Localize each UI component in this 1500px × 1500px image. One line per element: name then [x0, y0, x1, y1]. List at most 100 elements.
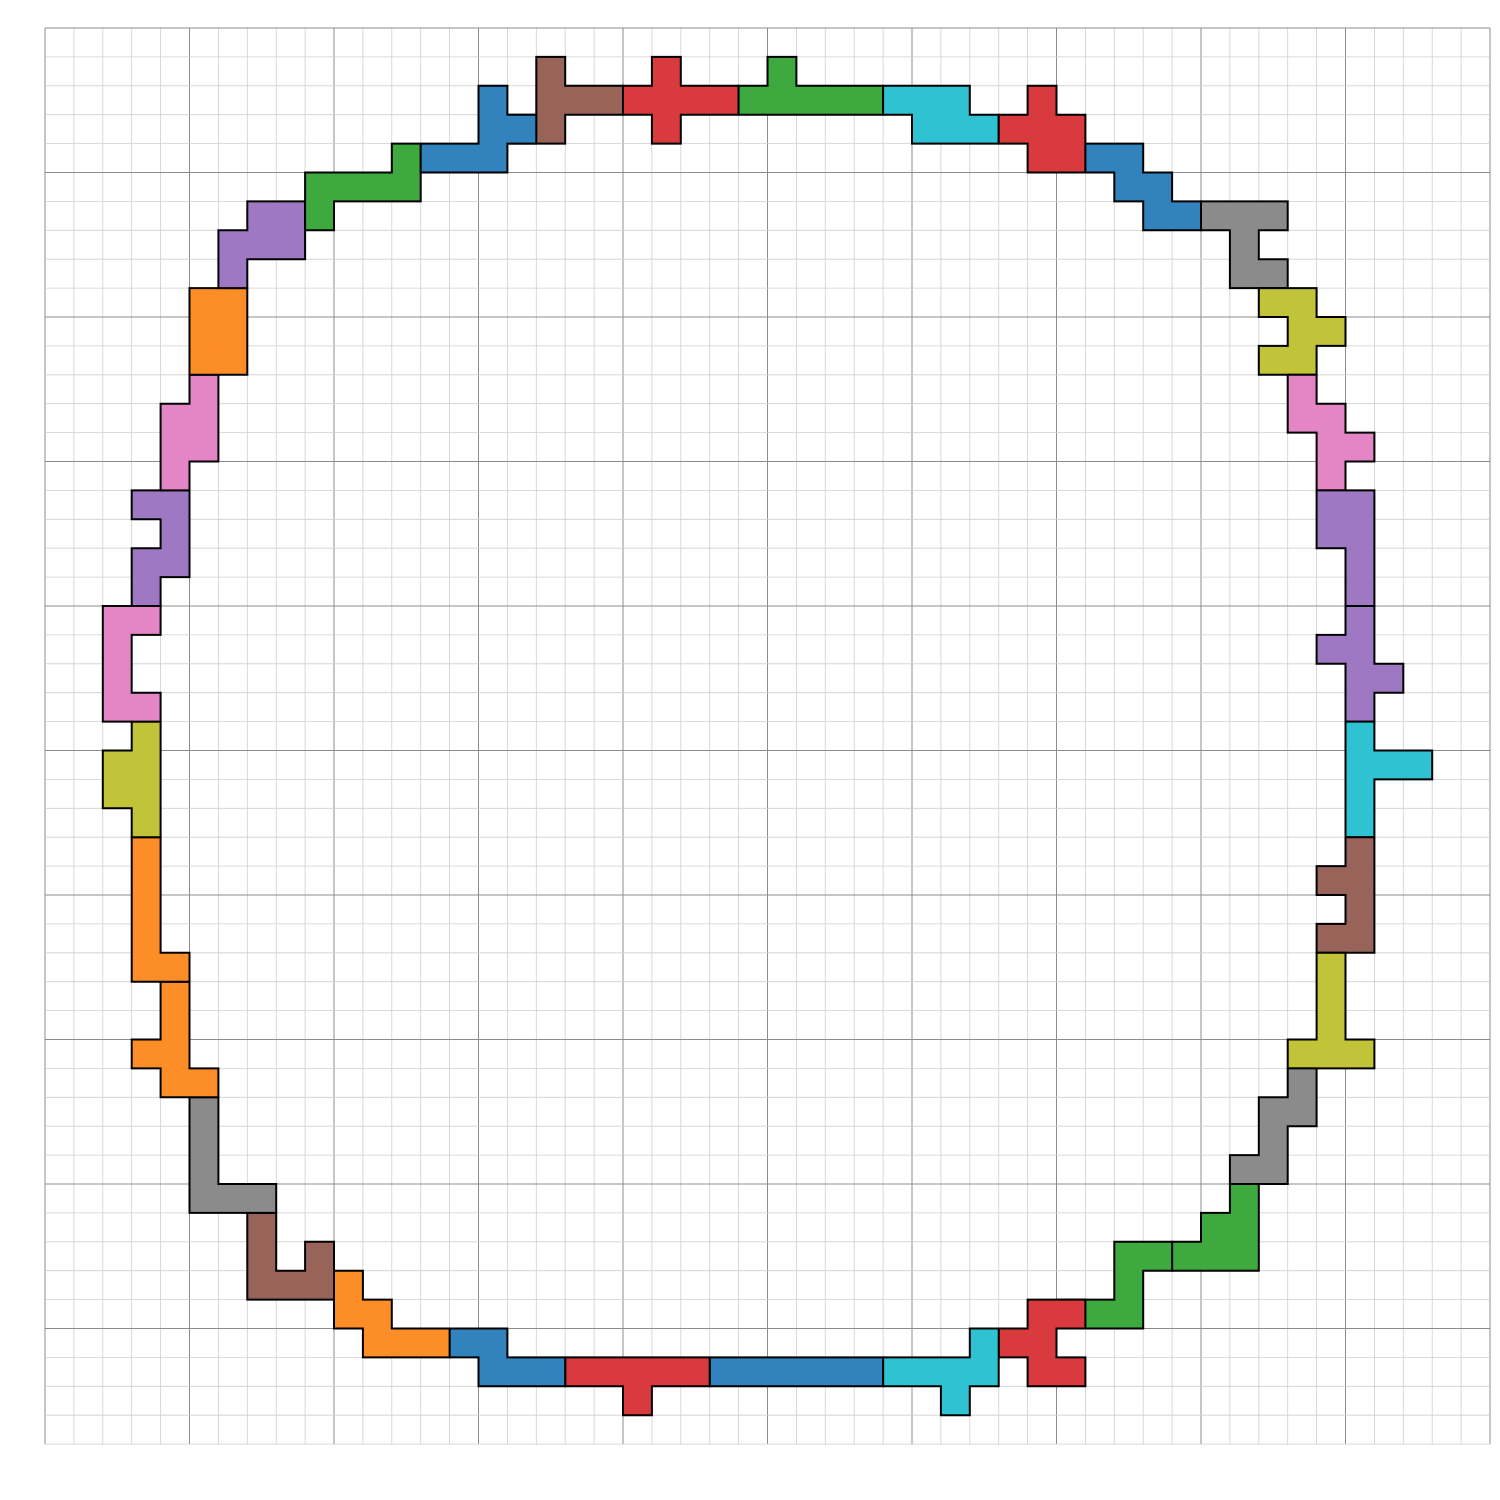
piece-cell — [247, 201, 277, 231]
piece-cell — [362, 1299, 393, 1330]
piece-cell — [565, 85, 595, 116]
piece-cell — [1056, 143, 1086, 174]
piece-cell — [218, 288, 248, 318]
piece-cell — [276, 1270, 306, 1301]
piece-cell — [1345, 779, 1375, 809]
piece-cell — [305, 172, 335, 202]
piece-cell — [536, 85, 566, 116]
piece-cell — [1172, 201, 1202, 231]
piece-cell — [218, 230, 248, 260]
piece-cell — [189, 1184, 219, 1214]
piece-cell — [998, 1328, 1029, 1358]
piece-cell — [131, 721, 162, 752]
piece-green — [1171, 1183, 1260, 1272]
piece-cell — [912, 114, 942, 145]
piece-purple — [1315, 605, 1405, 723]
piece-cell — [1056, 1357, 1086, 1387]
piece-cell — [247, 1184, 277, 1214]
piece-cell — [1316, 490, 1347, 520]
piece-cell — [1027, 85, 1058, 116]
piece-cell — [1316, 403, 1347, 434]
piece-cell — [334, 1270, 364, 1301]
piece-cell — [334, 1299, 364, 1330]
piece-cell — [680, 1357, 711, 1387]
piece-cell — [131, 952, 162, 983]
piece-cell — [189, 317, 219, 347]
piece-cell — [160, 548, 191, 578]
piece-cell — [1085, 143, 1115, 174]
piece-gray — [1200, 200, 1289, 290]
piece-cell — [1345, 606, 1375, 636]
piece-cell — [218, 317, 248, 347]
piece-cell — [189, 1155, 219, 1185]
piece-cell — [796, 1357, 826, 1387]
piece-cell — [218, 345, 248, 376]
piece-cell — [189, 1068, 219, 1098]
piece-red — [997, 1298, 1087, 1388]
piece-olive — [1257, 287, 1347, 376]
piece-cell — [565, 1357, 595, 1387]
piece-cell — [1374, 663, 1404, 694]
piece-cell — [131, 750, 162, 780]
piece-olive — [1286, 951, 1376, 1070]
piece-pink — [159, 373, 220, 492]
piece-cell — [391, 143, 422, 174]
piece-outline — [1286, 373, 1376, 492]
piece-cell — [1316, 461, 1347, 491]
piece-purple — [130, 489, 191, 607]
piece-cell — [1114, 172, 1144, 202]
piece-cell — [1229, 1241, 1260, 1272]
piece-cell — [1201, 201, 1231, 231]
piece-cell — [189, 288, 219, 318]
piece-cell — [276, 230, 306, 260]
piece-cell — [478, 114, 508, 145]
piece-cyan — [882, 1327, 1000, 1417]
piece-outline — [448, 1327, 567, 1388]
piece-cell — [1345, 634, 1375, 665]
piece-outline — [1084, 142, 1202, 232]
piece-cell — [1316, 866, 1347, 896]
piece-cell — [709, 1357, 740, 1387]
piece-cell — [1027, 114, 1058, 145]
piece-cell — [680, 85, 711, 116]
piece-cell — [1287, 1068, 1318, 1098]
piece-cell — [1027, 143, 1058, 174]
piece-outline — [708, 1356, 885, 1388]
piece-cell — [1056, 114, 1086, 145]
piece-cell — [1287, 374, 1318, 405]
piece-blue — [419, 84, 538, 174]
piece-cell — [189, 374, 219, 405]
piece-cell — [825, 85, 855, 116]
piece-green — [737, 55, 885, 116]
piece-cell — [969, 1328, 1000, 1358]
piece-cell — [1316, 923, 1347, 954]
piece-cyan — [1344, 720, 1434, 839]
piece-green — [304, 142, 422, 232]
piece-cell — [940, 1386, 971, 1416]
piece-cell — [247, 1241, 277, 1272]
piece-cell — [160, 1010, 191, 1041]
piece-pink — [101, 605, 162, 723]
piece-cell — [131, 923, 162, 954]
piece-cell — [131, 548, 162, 578]
piece-cell — [102, 779, 133, 809]
piece-cell — [305, 1241, 335, 1272]
piece-cell — [1345, 577, 1375, 607]
piece-cell — [1201, 1241, 1231, 1272]
piece-cell — [1345, 866, 1375, 896]
piece-outline — [1315, 605, 1405, 723]
piece-blue — [708, 1356, 885, 1388]
piece-outline — [564, 1356, 711, 1417]
piece-outline — [217, 200, 307, 290]
piece-cell — [507, 1357, 537, 1387]
piece-orange — [130, 836, 191, 983]
piece-cell — [738, 85, 769, 116]
piece-cell — [362, 1328, 393, 1358]
piece-cell — [1258, 345, 1289, 376]
piece-cell — [478, 1328, 508, 1358]
piece-cell — [623, 1357, 653, 1387]
piece-cell — [160, 461, 191, 491]
piece-cell — [247, 1212, 277, 1243]
piece-cell — [1258, 201, 1289, 231]
